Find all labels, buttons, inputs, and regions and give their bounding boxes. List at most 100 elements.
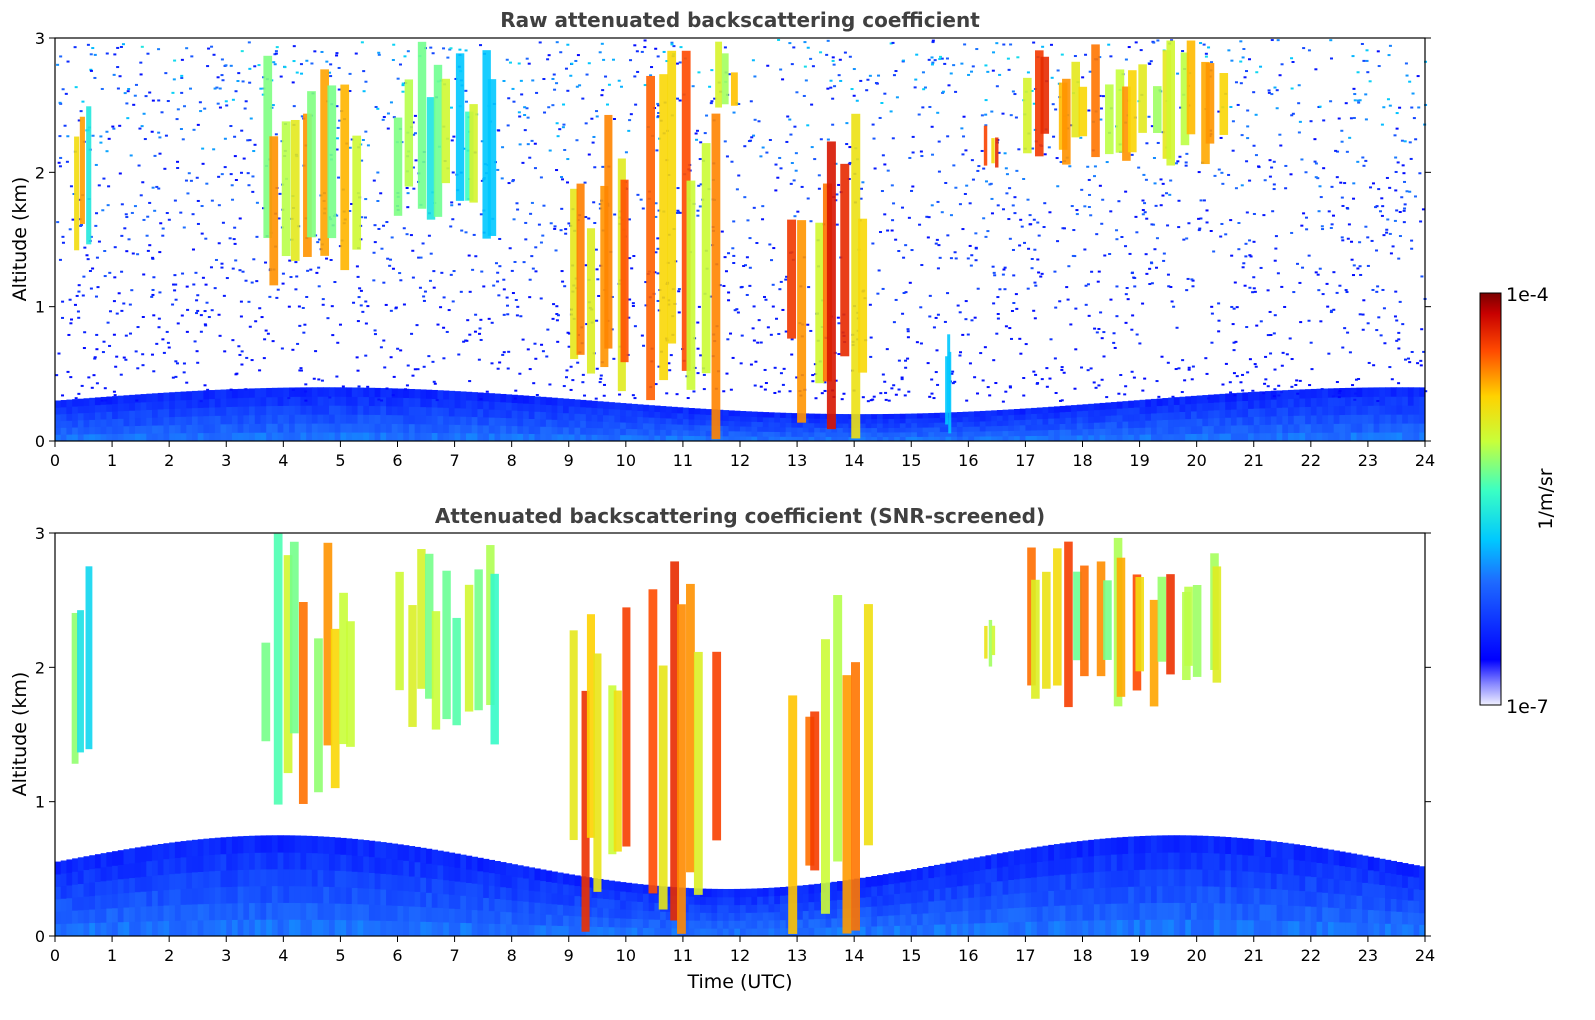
boundary-layer-cell [192, 424, 199, 434]
noise-pixel [1009, 43, 1013, 46]
noise-pixel [61, 241, 65, 244]
boundary-layer-cell [249, 869, 256, 887]
boundary-layer-cell [540, 869, 547, 882]
boundary-layer-cell [1036, 435, 1044, 442]
noise-pixel [727, 73, 731, 76]
boundary-layer-cell [77, 412, 85, 421]
noise-pixel [1123, 393, 1127, 396]
boundary-layer-cell [106, 894, 113, 909]
noise-pixel [746, 219, 750, 222]
boundary-layer-cell [894, 413, 901, 419]
boundary-layer-cell [77, 922, 85, 937]
boundary-layer-cell [517, 402, 524, 411]
noise-pixel [1079, 136, 1083, 139]
cloud-streak [711, 113, 721, 440]
boundary-layer-cell [500, 425, 507, 434]
boundary-layer-cell [180, 888, 187, 905]
noise-pixel [442, 47, 446, 50]
boundary-layer-cell [814, 883, 821, 894]
noise-pixel [1028, 214, 1032, 217]
noise-pixel [302, 331, 306, 334]
noise-pixel [519, 315, 523, 318]
boundary-layer-cell [174, 873, 182, 890]
noise-pixel [641, 207, 645, 210]
boundary-layer-cell [1162, 419, 1169, 428]
boundary-layer-cell [249, 835, 256, 853]
noise-pixel [180, 314, 184, 317]
noise-pixel [678, 211, 682, 214]
noise-pixel [1043, 153, 1047, 156]
boundary-layer-cell [471, 922, 478, 937]
boundary-layer-cell [768, 895, 775, 905]
boundary-layer-cell [209, 407, 216, 417]
noise-pixel [366, 144, 370, 147]
noise-pixel [459, 290, 463, 293]
boundary-layer-cell [83, 869, 90, 884]
noise-pixel [1313, 160, 1317, 163]
noise-pixel [729, 332, 733, 335]
noise-pixel [126, 90, 130, 93]
noise-pixel [292, 105, 296, 108]
noise-pixel [359, 304, 363, 307]
noise-pixel [1275, 107, 1279, 110]
boundary-layer-cell [146, 401, 153, 410]
noise-pixel [643, 46, 647, 49]
noise-pixel [1357, 101, 1361, 104]
boundary-layer-cell [545, 881, 553, 893]
noise-pixel [922, 88, 926, 91]
noise-pixel [1290, 358, 1294, 361]
boundary-layer-cell [346, 432, 353, 442]
boundary-layer-cell [677, 418, 684, 425]
noise-pixel [414, 159, 418, 162]
boundary-layer-cell [734, 435, 741, 442]
noise-pixel [1130, 272, 1134, 275]
boundary-layer-cell [289, 423, 296, 433]
noise-pixel [1042, 226, 1046, 229]
noise-pixel [1364, 118, 1368, 121]
noise-pixel [523, 106, 527, 109]
noise-pixel [533, 142, 537, 145]
boundary-layer-cell [768, 421, 775, 428]
boundary-layer-cell [734, 896, 741, 906]
noise-pixel [1065, 286, 1069, 289]
boundary-layer-cell [540, 913, 547, 926]
boundary-layer-cell [1248, 400, 1255, 409]
noise-pixel [1125, 287, 1129, 290]
boundary-layer-cell [237, 406, 244, 416]
noise-pixel [1143, 202, 1147, 205]
noise-pixel [1170, 39, 1174, 42]
boundary-layer-cell [106, 403, 113, 412]
noise-pixel [389, 101, 393, 104]
boundary-layer-cell [431, 864, 438, 879]
boundary-layer-cell [614, 402, 621, 410]
boundary-layer-cell [346, 405, 353, 415]
noise-pixel [1074, 348, 1078, 351]
noise-pixel [223, 166, 227, 169]
noise-pixel [720, 230, 724, 233]
noise-pixel [831, 123, 835, 126]
boundary-layer-cell [1219, 409, 1226, 418]
noise-pixel [1017, 148, 1021, 151]
noise-pixel [69, 185, 73, 188]
noise-pixel [947, 84, 951, 87]
boundary-layer-cell [1333, 405, 1340, 416]
boundary-layer-cell [1202, 433, 1209, 442]
boundary-layer-cell [517, 900, 524, 913]
noise-pixel [412, 187, 416, 190]
noise-pixel [292, 45, 296, 48]
noise-pixel [654, 215, 658, 218]
boundary-layer-cell [254, 902, 261, 920]
boundary-layer-cell [1390, 387, 1397, 397]
noise-pixel [1037, 234, 1041, 237]
boundary-layer-cell [534, 924, 541, 937]
noise-pixel [598, 51, 602, 54]
noise-pixel [1385, 231, 1389, 234]
boundary-layer-cell [694, 408, 701, 415]
noise-pixel [1142, 173, 1146, 176]
noise-pixel [1255, 71, 1259, 74]
boundary-layer-cell [368, 888, 376, 905]
boundary-layer-cell [180, 841, 187, 858]
boundary-layer-cell [1168, 412, 1175, 420]
boundary-layer-cell [608, 908, 615, 919]
noise-pixel [768, 138, 772, 141]
